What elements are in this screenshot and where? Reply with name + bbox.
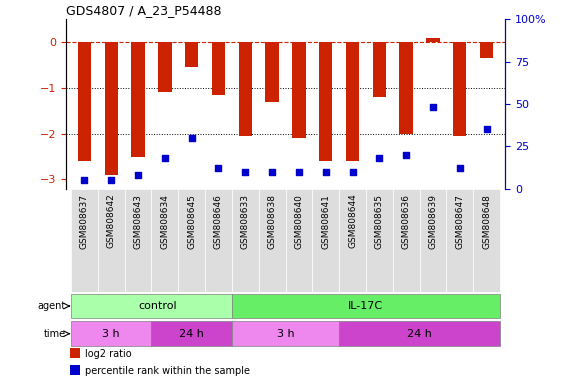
Text: GSM808637: GSM808637 <box>80 194 89 249</box>
Text: GSM808646: GSM808646 <box>214 194 223 248</box>
Bar <box>366 189 393 292</box>
Bar <box>78 42 91 161</box>
Bar <box>319 42 332 161</box>
Bar <box>70 348 80 358</box>
Point <box>80 177 89 183</box>
Point <box>160 155 170 161</box>
Point <box>268 169 277 175</box>
Bar <box>400 42 413 134</box>
Bar <box>473 189 500 292</box>
Point <box>348 169 357 175</box>
Bar <box>480 42 493 58</box>
Point <box>428 104 437 110</box>
Bar <box>393 189 420 292</box>
Bar <box>239 42 252 136</box>
Text: GSM808638: GSM808638 <box>268 194 276 249</box>
Bar <box>151 321 232 346</box>
Point <box>482 126 491 132</box>
Text: time: time <box>44 329 66 339</box>
Bar <box>292 42 305 138</box>
Bar <box>232 294 500 318</box>
Bar <box>178 189 205 292</box>
Point <box>214 165 223 171</box>
Text: GSM808641: GSM808641 <box>321 194 330 248</box>
Bar <box>426 38 440 42</box>
Bar <box>286 189 312 292</box>
Bar <box>339 189 366 292</box>
Text: GSM808639: GSM808639 <box>428 194 437 249</box>
Bar <box>185 42 198 67</box>
Bar <box>447 189 473 292</box>
Point <box>375 155 384 161</box>
Bar <box>373 42 386 97</box>
Point <box>321 169 330 175</box>
Point <box>294 169 303 175</box>
Bar <box>71 189 98 292</box>
Bar <box>259 189 286 292</box>
Text: GSM808633: GSM808633 <box>241 194 250 249</box>
Bar <box>158 42 171 93</box>
Text: GSM808648: GSM808648 <box>482 194 491 248</box>
Text: percentile rank within the sample: percentile rank within the sample <box>86 366 251 376</box>
Text: 24 h: 24 h <box>179 329 204 339</box>
Text: GSM808647: GSM808647 <box>455 194 464 248</box>
Text: 3 h: 3 h <box>102 329 120 339</box>
Point <box>134 172 143 178</box>
Bar <box>151 189 178 292</box>
Text: GSM808643: GSM808643 <box>134 194 143 248</box>
Text: IL-17C: IL-17C <box>348 301 384 311</box>
Point <box>107 177 116 183</box>
Bar <box>124 189 151 292</box>
Bar <box>70 365 80 375</box>
Bar <box>232 321 339 346</box>
Text: agent: agent <box>38 301 66 311</box>
Bar <box>71 321 151 346</box>
Text: GDS4807 / A_23_P54488: GDS4807 / A_23_P54488 <box>66 3 221 17</box>
Bar <box>131 42 145 157</box>
Text: GSM808644: GSM808644 <box>348 194 357 248</box>
Text: GSM808635: GSM808635 <box>375 194 384 249</box>
Bar <box>232 189 259 292</box>
Point <box>187 135 196 141</box>
Text: 3 h: 3 h <box>277 329 294 339</box>
Bar <box>104 42 118 175</box>
Text: 24 h: 24 h <box>407 329 432 339</box>
Bar <box>312 189 339 292</box>
Text: log2 ratio: log2 ratio <box>86 349 132 359</box>
Bar <box>98 189 124 292</box>
Point <box>401 152 411 158</box>
Text: GSM808634: GSM808634 <box>160 194 170 248</box>
Bar <box>212 42 225 95</box>
Text: control: control <box>139 301 178 311</box>
Bar <box>453 42 467 136</box>
Text: GSM808642: GSM808642 <box>107 194 116 248</box>
Bar <box>339 321 500 346</box>
Bar <box>205 189 232 292</box>
Bar <box>71 294 232 318</box>
Text: GSM808640: GSM808640 <box>295 194 303 248</box>
Bar <box>346 42 359 161</box>
Text: GSM808645: GSM808645 <box>187 194 196 248</box>
Point <box>241 169 250 175</box>
Bar <box>420 189 447 292</box>
Point <box>455 165 464 171</box>
Bar <box>266 42 279 102</box>
Text: GSM808636: GSM808636 <box>401 194 411 249</box>
